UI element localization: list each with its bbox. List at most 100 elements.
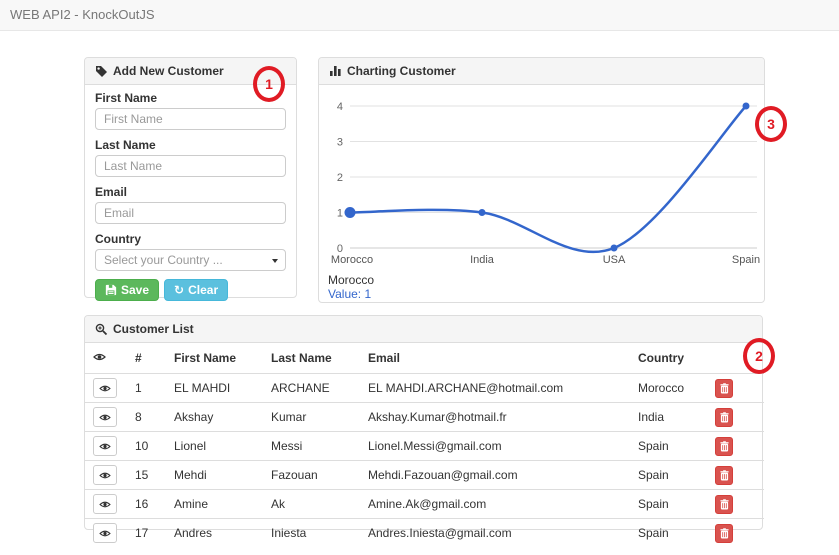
navbar: WEB API2 - KnockOutJS bbox=[0, 0, 839, 31]
eye-icon bbox=[99, 501, 111, 507]
email-cell: Amine.Ak@gmail.com bbox=[360, 489, 630, 519]
add-customer-title: Add New Customer bbox=[113, 64, 224, 78]
email-cell: Mehdi.Fazouan@gmail.com bbox=[360, 460, 630, 490]
zoom-in-icon bbox=[95, 323, 108, 335]
chart-panel: Charting Customer 0 1 2 3 4 Morocco Indi… bbox=[318, 57, 765, 303]
refresh-icon: ↻ bbox=[174, 283, 185, 297]
chart-panel-title: Charting Customer bbox=[347, 64, 456, 78]
y-tick-0: 0 bbox=[337, 243, 343, 255]
country-label: Country bbox=[95, 232, 141, 246]
delete-button[interactable] bbox=[715, 407, 733, 427]
first-name-input[interactable] bbox=[95, 108, 286, 130]
last-name-cell: Kumar bbox=[263, 402, 360, 432]
column-view bbox=[85, 343, 127, 374]
chart-point-india[interactable] bbox=[478, 209, 486, 216]
country-cell: Morocco bbox=[630, 373, 707, 403]
eye-icon bbox=[99, 443, 111, 449]
action-cell bbox=[707, 402, 764, 432]
chart-y-axis: 0 1 2 3 4 bbox=[337, 101, 343, 255]
floppy-disk-icon bbox=[105, 284, 117, 296]
view-cell bbox=[85, 460, 127, 490]
country-cell: India bbox=[630, 402, 707, 432]
country-select[interactable]: Select your Country ... bbox=[95, 249, 286, 271]
add-customer-form: First Name Last Name Email Country Selec… bbox=[85, 85, 296, 311]
view-button[interactable] bbox=[93, 436, 117, 456]
table-row: 15 Mehdi Fazouan Mehdi.Fazouan@gmail.com… bbox=[85, 460, 764, 490]
first-name-cell: Lionel bbox=[166, 431, 263, 461]
view-cell bbox=[85, 431, 127, 461]
x-label-spain: Spain bbox=[732, 254, 760, 266]
id-cell: 8 bbox=[127, 402, 166, 432]
first-name-cell: Mehdi bbox=[166, 460, 263, 490]
chevron-down-icon bbox=[272, 259, 278, 263]
add-customer-panel-header: Add New Customer bbox=[85, 58, 296, 85]
view-button[interactable] bbox=[93, 494, 117, 514]
chart-tooltip: Morocco Value: 1 bbox=[323, 271, 760, 301]
last-name-input[interactable] bbox=[95, 155, 286, 177]
delete-button[interactable] bbox=[715, 465, 733, 485]
bar-chart-icon bbox=[330, 66, 341, 76]
delete-button[interactable] bbox=[715, 436, 733, 456]
view-cell bbox=[85, 518, 127, 547]
chart-point-spain[interactable] bbox=[742, 102, 750, 110]
last-name-cell: ARCHANE bbox=[263, 373, 360, 403]
save-button[interactable]: Save bbox=[95, 279, 160, 301]
view-button[interactable] bbox=[93, 523, 117, 543]
save-button-label: Save bbox=[121, 283, 150, 297]
view-button[interactable] bbox=[93, 378, 117, 398]
view-button[interactable] bbox=[93, 407, 117, 427]
delete-button[interactable] bbox=[715, 378, 733, 398]
view-cell bbox=[85, 489, 127, 519]
country-cell: Spain bbox=[630, 489, 707, 519]
chart-series bbox=[344, 102, 750, 254]
trash-icon bbox=[719, 469, 729, 480]
country-cell: Spain bbox=[630, 518, 707, 547]
view-button[interactable] bbox=[93, 465, 117, 485]
table-row: 17 Andres Iniesta Andres.Iniesta@gmail.c… bbox=[85, 518, 764, 547]
y-tick-4: 4 bbox=[337, 101, 343, 113]
action-cell bbox=[707, 489, 764, 519]
annotation-circle-1: 1 bbox=[253, 66, 285, 102]
table-header-row: # First Name Last Name Email Country bbox=[85, 343, 764, 374]
delete-button[interactable] bbox=[715, 523, 733, 543]
chart-line bbox=[349, 105, 747, 254]
customer-chart: 0 1 2 3 4 Morocco India USA Spain bbox=[331, 101, 760, 266]
first-name-label: First Name bbox=[95, 91, 158, 105]
clear-button[interactable]: ↻ Clear bbox=[164, 279, 229, 301]
last-name-cell: Iniesta bbox=[263, 518, 360, 547]
action-cell bbox=[707, 460, 764, 490]
country-cell: Spain bbox=[630, 431, 707, 461]
id-cell: 10 bbox=[127, 431, 166, 461]
email-input[interactable] bbox=[95, 202, 286, 224]
column-last-name: Last Name bbox=[271, 351, 332, 365]
annotation-circle-2: 2 bbox=[743, 338, 775, 374]
last-name-label: Last Name bbox=[95, 138, 156, 152]
column-country: Country bbox=[638, 351, 684, 365]
delete-button[interactable] bbox=[715, 494, 733, 514]
last-name-cell: Fazouan bbox=[263, 460, 360, 490]
column-id: # bbox=[135, 351, 142, 365]
email-cell: Lionel.Messi@gmail.com bbox=[360, 431, 630, 461]
eye-icon bbox=[99, 414, 111, 420]
x-label-usa: USA bbox=[603, 254, 626, 266]
first-name-cell: Amine bbox=[166, 489, 263, 519]
trash-icon bbox=[719, 382, 729, 393]
customer-list-panel: Customer List # First Name Last Name Ema… bbox=[84, 315, 764, 547]
y-tick-1: 1 bbox=[337, 208, 343, 220]
id-cell: 17 bbox=[127, 518, 166, 547]
table-row: 16 Amine Ak Amine.Ak@gmail.com Spain bbox=[85, 489, 764, 519]
id-cell: 16 bbox=[127, 489, 166, 519]
eye-icon bbox=[99, 472, 111, 478]
chart-panel-header: Charting Customer bbox=[319, 58, 764, 85]
chart-body: 0 1 2 3 4 Morocco India USA Spain Morocc… bbox=[319, 85, 764, 301]
last-name-cell: Ak bbox=[263, 489, 360, 519]
x-label-morocco: Morocco bbox=[331, 254, 373, 266]
last-name-cell: Messi bbox=[263, 431, 360, 461]
chart-point-usa[interactable] bbox=[610, 244, 618, 252]
chart-point-morocco[interactable] bbox=[344, 207, 356, 218]
customer-list-title: Customer List bbox=[113, 322, 194, 336]
email-cell: Andres.Iniesta@gmail.com bbox=[360, 518, 630, 547]
country-select-value: Select your Country ... bbox=[104, 253, 223, 267]
view-cell bbox=[85, 402, 127, 432]
x-label-india: India bbox=[470, 254, 495, 266]
